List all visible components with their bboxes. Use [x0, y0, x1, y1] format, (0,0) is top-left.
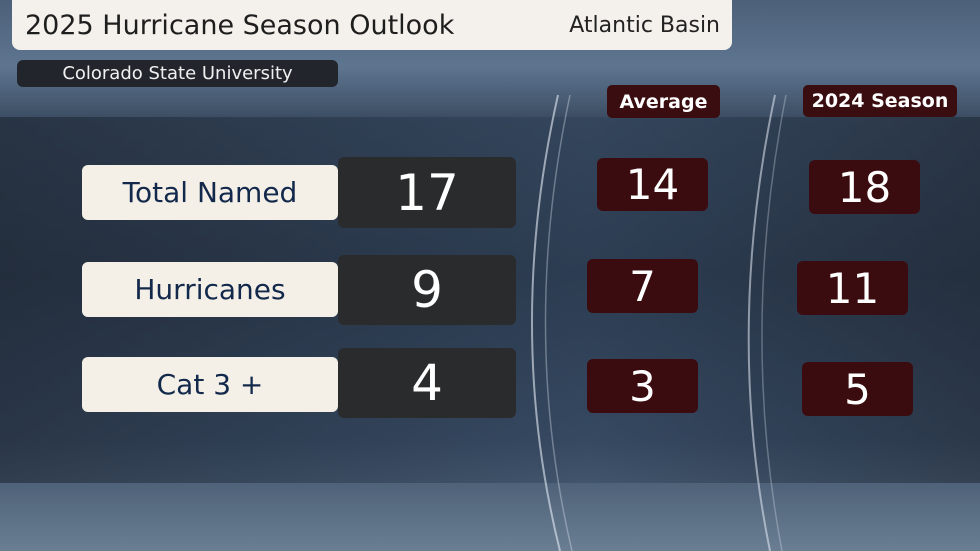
title-bar: 2025 Hurricane Season Outlook Atlantic B… [12, 0, 732, 50]
forecast-value: 17 [338, 157, 516, 228]
column-header: Average [607, 85, 720, 118]
average-value: 7 [587, 259, 698, 313]
forecast-value: 4 [338, 348, 516, 418]
column-header: 2024 Season [803, 85, 957, 117]
source: Colorado State University [17, 60, 338, 87]
average-value: 3 [587, 359, 698, 413]
title: 2025 Hurricane Season Outlook [25, 9, 455, 41]
season-2024-value: 11 [797, 261, 908, 315]
region: Atlantic Basin [569, 12, 720, 38]
forecast-value: 9 [338, 255, 516, 325]
season-2024-value: 18 [809, 160, 920, 214]
row-label: Cat 3 + [82, 357, 338, 412]
average-value: 14 [597, 158, 708, 211]
row-label: Hurricanes [82, 262, 338, 317]
row-label: Total Named [82, 165, 338, 220]
season-2024-value: 5 [802, 362, 913, 416]
